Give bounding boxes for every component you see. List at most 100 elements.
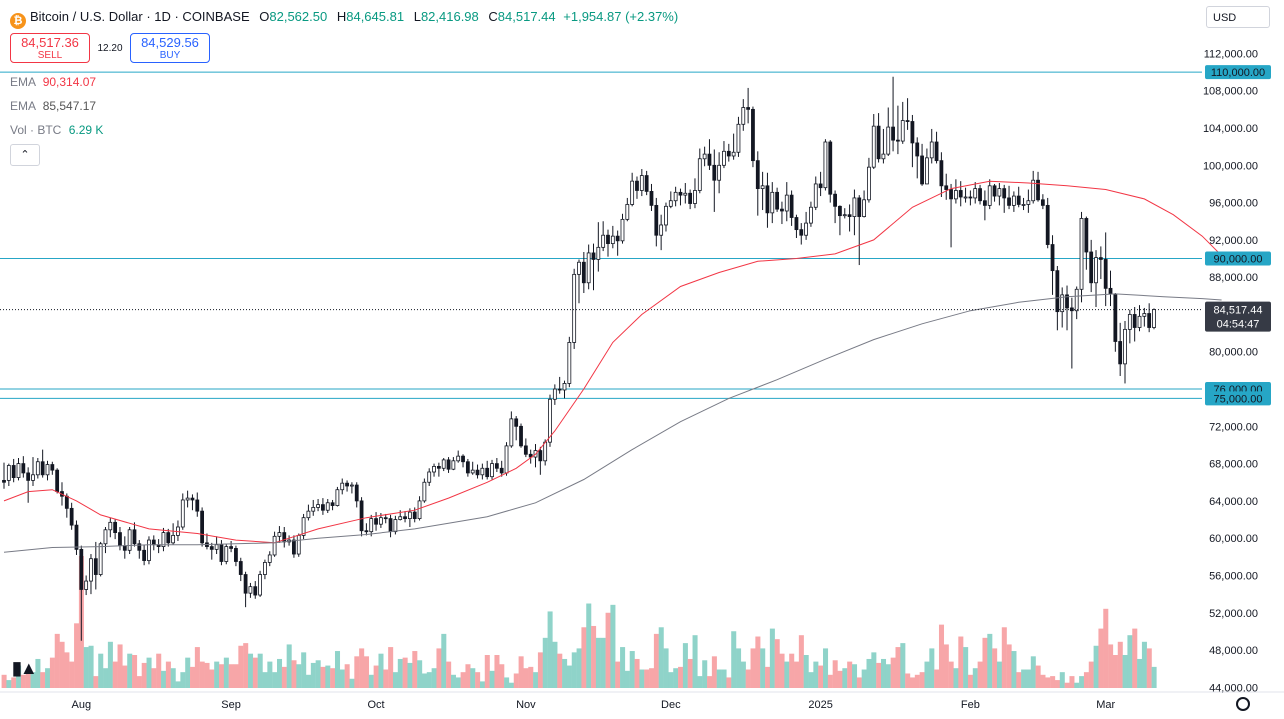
level-price-tag[interactable]: 75,000.00	[1205, 391, 1271, 406]
candle[interactable]	[359, 497, 364, 537]
candle[interactable]	[726, 143, 731, 162]
candle[interactable]	[562, 380, 567, 399]
candle[interactable]	[340, 478, 345, 495]
candle[interactable]	[1098, 246, 1103, 280]
candle[interactable]	[499, 460, 504, 477]
candle[interactable]	[243, 571, 248, 608]
candle[interactable]	[925, 148, 929, 185]
candle[interactable]	[712, 149, 717, 212]
candle[interactable]	[480, 463, 485, 480]
candle[interactable]	[137, 540, 142, 559]
symbol-title[interactable]: Bitcoin / U.S. Dollar · 1D · COINBASE	[30, 9, 250, 24]
candle[interactable]	[910, 114, 915, 168]
candle[interactable]	[151, 535, 156, 551]
candle[interactable]	[282, 527, 287, 548]
candle[interactable]	[490, 459, 494, 480]
candle[interactable]	[523, 438, 528, 458]
candle[interactable]	[596, 222, 601, 272]
candle[interactable]	[852, 189, 857, 236]
candle[interactable]	[770, 182, 775, 224]
candle[interactable]	[707, 139, 712, 170]
candle[interactable]	[958, 181, 963, 207]
candle[interactable]	[301, 513, 306, 540]
candle[interactable]	[833, 190, 837, 224]
candle[interactable]	[84, 575, 89, 596]
candle[interactable]	[804, 211, 808, 240]
settings-icon[interactable]	[1236, 697, 1250, 711]
candle[interactable]	[98, 541, 103, 577]
candle[interactable]	[234, 545, 238, 567]
candle[interactable]	[915, 137, 920, 179]
candle[interactable]	[229, 540, 233, 553]
candle[interactable]	[209, 542, 214, 560]
candle[interactable]	[751, 106, 755, 168]
candle[interactable]	[272, 531, 277, 557]
candle[interactable]	[731, 133, 736, 160]
candle[interactable]	[1137, 305, 1142, 332]
symbol-header[interactable]: ₿ Bitcoin / U.S. Dollar · 1D · COINBASE O…	[10, 8, 678, 29]
candle[interactable]	[567, 336, 572, 388]
candle[interactable]	[122, 536, 127, 559]
candle[interactable]	[2, 462, 6, 489]
candle[interactable]	[683, 183, 688, 204]
candle[interactable]	[857, 195, 862, 266]
candle[interactable]	[949, 183, 953, 248]
candle[interactable]	[316, 499, 320, 512]
ema-fast-legend[interactable]: EMA 90,314.07	[10, 74, 96, 90]
candle[interactable]	[557, 376, 562, 394]
candle[interactable]	[195, 492, 200, 517]
ema-fast-line[interactable]	[3, 180, 1222, 544]
candle[interactable]	[572, 268, 577, 349]
sell-button[interactable]: 84,517.36 SELL	[10, 33, 90, 63]
candle[interactable]	[823, 139, 828, 191]
candle[interactable]	[40, 449, 45, 478]
candle[interactable]	[780, 201, 784, 225]
candle[interactable]	[741, 99, 746, 131]
candle[interactable]	[746, 87, 751, 124]
candle[interactable]	[1094, 250, 1098, 307]
candle[interactable]	[1084, 216, 1089, 270]
candle[interactable]	[441, 458, 446, 472]
candle[interactable]	[842, 208, 847, 219]
candle[interactable]	[456, 450, 461, 463]
candle[interactable]	[818, 171, 823, 197]
candle[interactable]	[446, 457, 451, 473]
candle[interactable]	[620, 213, 625, 244]
candle[interactable]	[615, 230, 620, 256]
candle[interactable]	[891, 76, 895, 152]
candle[interactable]	[867, 157, 871, 203]
candle[interactable]	[103, 527, 108, 554]
candle[interactable]	[654, 197, 659, 247]
candle[interactable]	[610, 225, 615, 249]
candle[interactable]	[1045, 197, 1050, 249]
candle[interactable]	[79, 545, 84, 641]
candle[interactable]	[461, 454, 465, 468]
candle[interactable]	[784, 182, 789, 222]
ema-slow-line[interactable]	[3, 293, 1222, 553]
current-price-tag[interactable]: 84,517.44 04:54:47	[1205, 301, 1271, 332]
candle[interactable]	[311, 499, 316, 516]
candle[interactable]	[350, 482, 354, 494]
candle[interactable]	[722, 141, 726, 169]
buy-button[interactable]: 84,529.56 BUY	[130, 33, 210, 63]
candle[interactable]	[1060, 287, 1065, 328]
candle[interactable]	[664, 202, 668, 232]
candle[interactable]	[1142, 307, 1147, 327]
candle[interactable]	[142, 544, 147, 566]
candle[interactable]	[1040, 194, 1045, 210]
candle[interactable]	[166, 528, 171, 547]
candle[interactable]	[383, 513, 388, 524]
candle[interactable]	[176, 520, 180, 541]
candle[interactable]	[427, 468, 432, 486]
ema-slow-legend[interactable]: EMA 85,547.17	[10, 98, 96, 114]
candle[interactable]	[200, 507, 205, 547]
candle[interactable]	[156, 539, 161, 554]
candle[interactable]	[939, 152, 944, 197]
candle[interactable]	[548, 394, 552, 447]
candle[interactable]	[31, 457, 35, 486]
candle[interactable]	[586, 244, 591, 290]
candle[interactable]	[26, 467, 31, 503]
candle[interactable]	[224, 543, 229, 565]
candle[interactable]	[1026, 189, 1031, 213]
candle[interactable]	[74, 520, 79, 555]
